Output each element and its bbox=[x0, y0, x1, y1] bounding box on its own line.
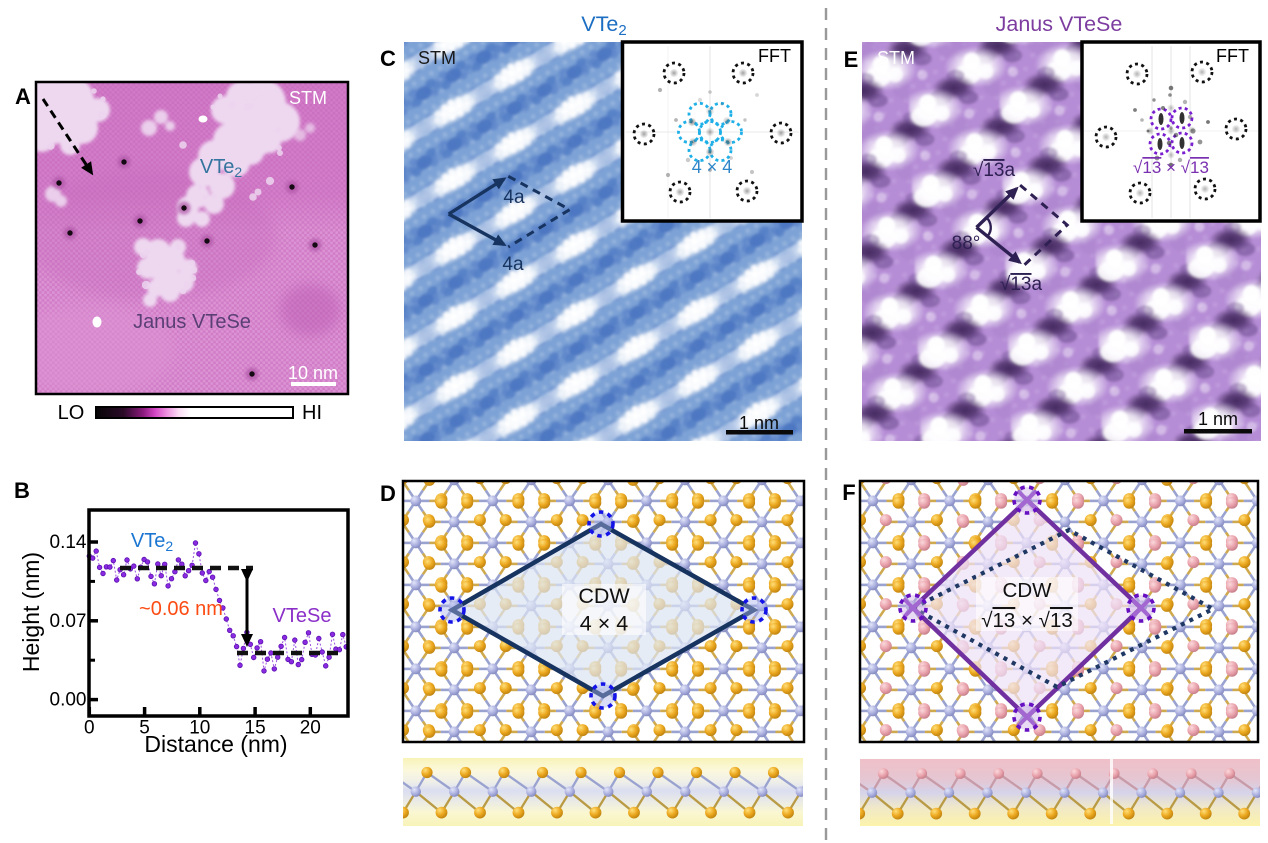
svg-text:D: D bbox=[380, 481, 396, 506]
svg-text:Janus VTeSe: Janus VTeSe bbox=[133, 311, 251, 333]
svg-text:0.07: 0.07 bbox=[50, 611, 87, 632]
svg-text:E: E bbox=[844, 47, 859, 72]
svg-text:√13 × √13: √13 × √13 bbox=[1133, 158, 1209, 177]
svg-text:STM: STM bbox=[418, 48, 456, 68]
svg-text:Height (nm): Height (nm) bbox=[18, 552, 44, 672]
svg-text:FFT: FFT bbox=[1216, 46, 1249, 66]
svg-text:1 nm: 1 nm bbox=[739, 413, 779, 433]
svg-text:Distance (nm): Distance (nm) bbox=[144, 731, 287, 757]
svg-text:B: B bbox=[14, 478, 30, 503]
svg-text:√13a: √13a bbox=[973, 160, 1016, 181]
svg-text:CDW: CDW bbox=[578, 584, 630, 608]
svg-text:10 nm: 10 nm bbox=[288, 363, 338, 383]
svg-text:5: 5 bbox=[139, 718, 150, 739]
svg-text:10: 10 bbox=[189, 718, 210, 739]
svg-text:0: 0 bbox=[84, 718, 95, 739]
svg-text:Janus VTeSe: Janus VTeSe bbox=[996, 12, 1123, 36]
svg-text:4a: 4a bbox=[502, 254, 524, 275]
svg-text:~0.06 nm: ~0.06 nm bbox=[139, 598, 223, 620]
svg-text:STM: STM bbox=[877, 48, 915, 68]
svg-text:15: 15 bbox=[245, 718, 266, 739]
svg-text:C: C bbox=[380, 46, 396, 71]
svg-text:4 × 4: 4 × 4 bbox=[580, 612, 628, 636]
svg-text:FFT: FFT bbox=[758, 46, 791, 66]
svg-text:1 nm: 1 nm bbox=[1198, 409, 1238, 429]
svg-text:88°: 88° bbox=[952, 233, 981, 254]
svg-text:LO: LO bbox=[58, 402, 85, 424]
svg-text:STM: STM bbox=[289, 88, 327, 108]
svg-text:A: A bbox=[15, 84, 31, 109]
svg-text:HI: HI bbox=[302, 402, 322, 424]
svg-text:0.14: 0.14 bbox=[50, 532, 87, 553]
svg-text:VTeSe: VTeSe bbox=[273, 605, 332, 627]
svg-text:20: 20 bbox=[300, 718, 321, 739]
svg-text:F: F bbox=[842, 480, 855, 505]
svg-text:√13a: √13a bbox=[1000, 274, 1043, 295]
svg-text:0.00: 0.00 bbox=[50, 690, 87, 711]
svg-text:4a: 4a bbox=[503, 187, 525, 208]
svg-text:4 × 4: 4 × 4 bbox=[692, 157, 733, 177]
